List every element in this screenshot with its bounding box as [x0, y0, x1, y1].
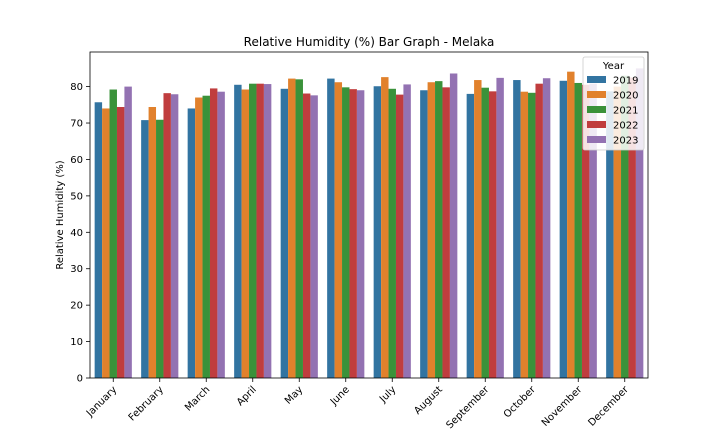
bar: [528, 92, 536, 379]
bar: [435, 81, 443, 378]
x-tick-label: August: [412, 384, 445, 417]
legend-entry-label: 2023: [613, 136, 638, 147]
bar: [202, 95, 210, 379]
bar: [163, 93, 171, 378]
bar: [488, 91, 497, 378]
y-tick-label: 80: [70, 82, 83, 93]
bar: [141, 120, 149, 379]
bar: [288, 78, 296, 378]
y-tick-label: 50: [70, 191, 83, 202]
bar: [513, 80, 521, 379]
legend-entry-label: 2021: [613, 106, 638, 117]
bar: [388, 88, 396, 378]
bar: [249, 83, 257, 378]
bar: [94, 102, 103, 379]
bar: [613, 86, 622, 378]
bar: [156, 119, 164, 378]
bar: [195, 97, 203, 378]
bar: [449, 73, 458, 379]
y-tick-label: 70: [70, 119, 83, 130]
legend-swatch: [587, 136, 606, 143]
y-tick-label: 40: [70, 228, 83, 239]
bar: [535, 83, 543, 378]
bar: [217, 91, 225, 378]
bar: [356, 90, 365, 378]
bar: [209, 88, 218, 379]
bar: [116, 107, 125, 378]
legend-swatch: [587, 91, 606, 98]
x-tick-label: November: [540, 384, 585, 429]
y-tick-label: 10: [70, 337, 83, 348]
plot-frame: [89, 51, 649, 379]
x-tick-label: December: [586, 384, 631, 429]
bar: [310, 95, 318, 378]
bar: [295, 79, 303, 378]
bar: [280, 88, 289, 378]
bar: [567, 71, 575, 379]
chart-title: Relative Humidity (%) Bar Graph - Melaka: [244, 35, 495, 49]
bar: [621, 75, 629, 379]
bar: [403, 84, 411, 379]
bars-layer: [94, 68, 644, 379]
legend-entry-label: 2020: [613, 91, 638, 102]
bar: [559, 80, 568, 378]
bar: [395, 94, 404, 379]
bar: [427, 82, 436, 378]
y-tick-label: 0: [77, 374, 83, 385]
x-tick-label: July: [377, 384, 398, 405]
bar: [542, 78, 551, 378]
bar: [628, 77, 636, 378]
bar: [263, 84, 272, 379]
x-tick-label: February: [127, 384, 166, 423]
bar: [496, 77, 504, 379]
bar: [187, 108, 196, 379]
x-tick-label: May: [283, 384, 305, 406]
bar: [606, 91, 614, 378]
x-tick-label: September: [445, 384, 492, 431]
legend-swatch: [587, 121, 606, 128]
y-tick-label: 20: [70, 301, 83, 312]
bar: [481, 87, 489, 378]
legend-title: Year: [602, 61, 625, 72]
y-tick-label: 60: [70, 155, 83, 166]
bar: [256, 83, 264, 378]
bar: [420, 90, 428, 378]
bar: [170, 94, 179, 378]
bar: [442, 87, 450, 378]
bar: [349, 89, 357, 379]
x-tick-label: March: [183, 384, 212, 413]
bar: [148, 107, 157, 378]
bar: [635, 68, 644, 378]
bar: [124, 86, 132, 378]
bar: [302, 93, 311, 379]
bar: [574, 82, 582, 379]
y-axis-label: Relative Humidity (%): [55, 160, 66, 269]
y-tick-label: 30: [70, 264, 83, 275]
legend-swatch: [587, 106, 606, 113]
x-tick-label: June: [328, 384, 352, 408]
x-tick-label: October: [502, 384, 539, 421]
bar: [234, 84, 242, 378]
bar: [241, 89, 250, 379]
legend-entry-label: 2022: [613, 121, 638, 132]
legend: Year 2019 2020 2021 2022 2023: [582, 56, 645, 151]
bar: [520, 91, 529, 378]
x-tick-label: January: [84, 384, 119, 419]
bar: [334, 82, 343, 378]
bar: [589, 83, 597, 378]
bar: [373, 86, 382, 379]
bar: [474, 80, 482, 379]
bar: [466, 93, 475, 378]
legend-swatch: [587, 76, 606, 83]
bar: [109, 89, 117, 379]
bar: [342, 87, 350, 378]
bar: [102, 108, 110, 379]
bar: [381, 77, 389, 378]
bar: [581, 84, 590, 378]
x-tick-label: April: [235, 384, 259, 408]
legend-entry-label: 2019: [613, 76, 638, 87]
bar: [327, 78, 335, 378]
